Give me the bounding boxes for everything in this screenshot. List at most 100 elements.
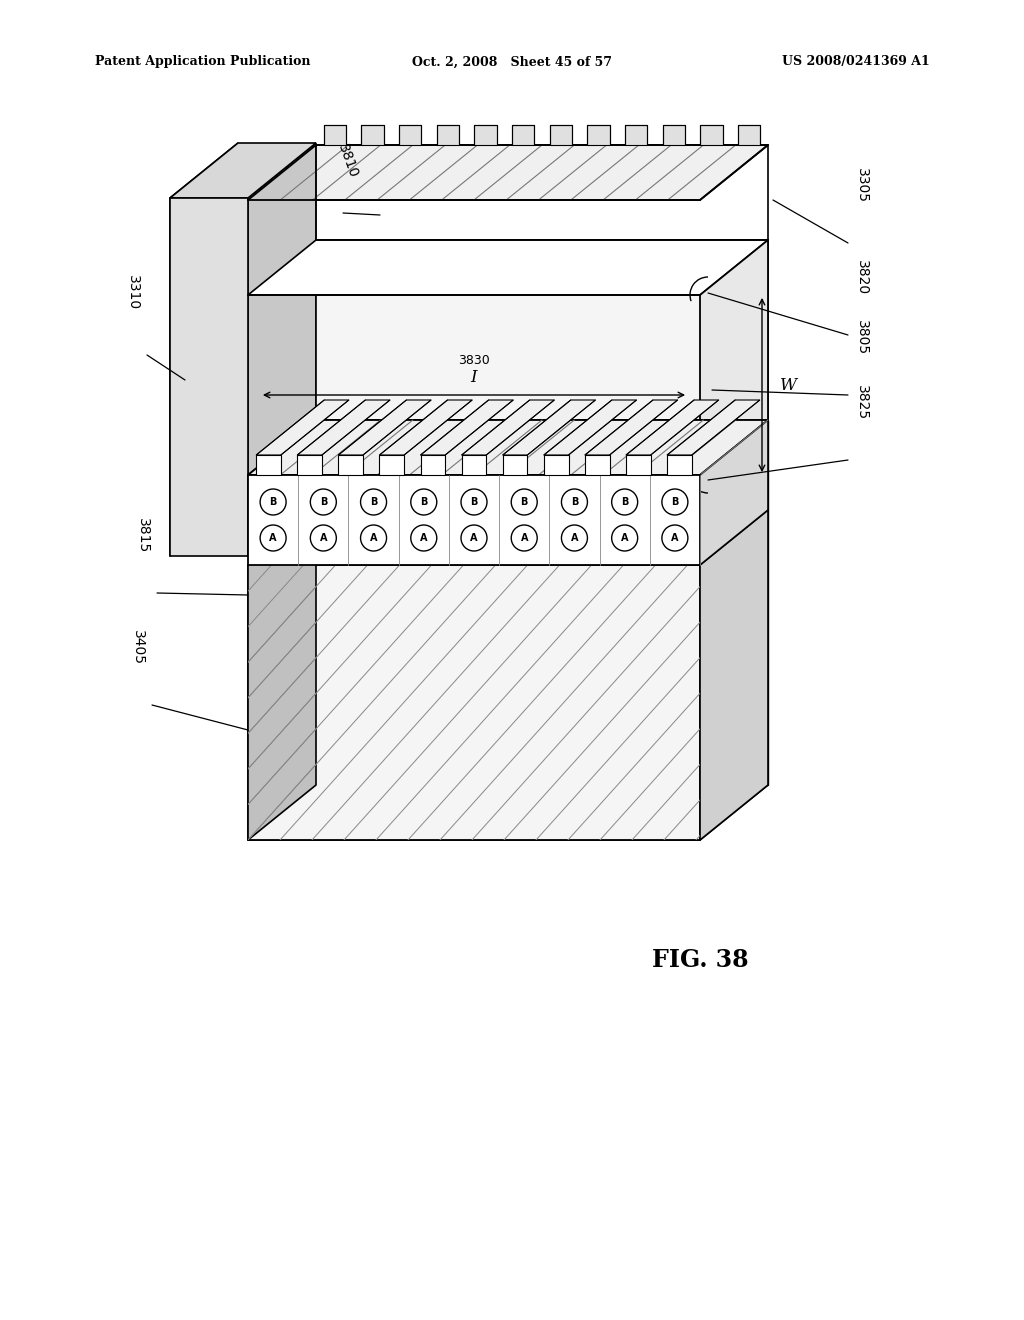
Text: FIG. 38: FIG. 38 xyxy=(651,948,749,972)
Polygon shape xyxy=(550,125,572,145)
Polygon shape xyxy=(544,455,568,475)
Polygon shape xyxy=(380,400,472,455)
Circle shape xyxy=(662,488,688,515)
Text: A: A xyxy=(269,533,276,543)
Text: A: A xyxy=(621,533,629,543)
Text: Oct. 2, 2008   Sheet 45 of 57: Oct. 2, 2008 Sheet 45 of 57 xyxy=(412,55,612,69)
Text: B: B xyxy=(570,498,579,507)
Polygon shape xyxy=(324,125,346,145)
Polygon shape xyxy=(256,400,349,455)
Circle shape xyxy=(511,488,538,515)
Text: 3405: 3405 xyxy=(131,630,145,665)
Polygon shape xyxy=(316,240,768,420)
Circle shape xyxy=(611,488,638,515)
Polygon shape xyxy=(626,400,719,455)
Polygon shape xyxy=(667,455,692,475)
Polygon shape xyxy=(361,125,384,145)
Circle shape xyxy=(511,525,538,550)
Polygon shape xyxy=(738,125,761,145)
Circle shape xyxy=(611,525,638,550)
Text: B: B xyxy=(621,498,629,507)
Polygon shape xyxy=(700,420,768,565)
Polygon shape xyxy=(503,455,527,475)
Circle shape xyxy=(561,525,588,550)
Text: A: A xyxy=(370,533,377,543)
Polygon shape xyxy=(585,400,678,455)
Text: A: A xyxy=(420,533,428,543)
Circle shape xyxy=(461,525,487,550)
Polygon shape xyxy=(248,565,700,840)
Circle shape xyxy=(360,488,386,515)
Polygon shape xyxy=(663,125,685,145)
Polygon shape xyxy=(248,240,768,294)
Polygon shape xyxy=(248,510,316,840)
Text: Patent Application Publication: Patent Application Publication xyxy=(95,55,310,69)
Circle shape xyxy=(662,525,688,550)
Polygon shape xyxy=(170,143,316,198)
Text: 3825: 3825 xyxy=(855,385,869,420)
Polygon shape xyxy=(338,400,431,455)
Text: 3830: 3830 xyxy=(458,354,489,367)
Text: 3815: 3815 xyxy=(136,517,150,553)
Circle shape xyxy=(260,525,286,550)
Polygon shape xyxy=(256,455,281,475)
Text: A: A xyxy=(671,533,679,543)
Text: 3305: 3305 xyxy=(855,168,869,203)
Polygon shape xyxy=(700,510,768,840)
Text: A: A xyxy=(319,533,327,543)
Text: 3310: 3310 xyxy=(126,275,140,310)
Polygon shape xyxy=(462,455,486,475)
Polygon shape xyxy=(248,240,768,294)
Polygon shape xyxy=(700,240,768,475)
Circle shape xyxy=(360,525,386,550)
Text: A: A xyxy=(470,533,478,543)
Text: B: B xyxy=(269,498,276,507)
Text: 3805: 3805 xyxy=(855,319,869,355)
Text: B: B xyxy=(370,498,377,507)
Polygon shape xyxy=(421,400,513,455)
Polygon shape xyxy=(474,125,497,145)
Text: B: B xyxy=(671,498,679,507)
Circle shape xyxy=(461,488,487,515)
Polygon shape xyxy=(512,125,535,145)
Text: US 2008/0241369 A1: US 2008/0241369 A1 xyxy=(782,55,930,69)
Text: W: W xyxy=(780,376,797,393)
Circle shape xyxy=(310,525,336,550)
Circle shape xyxy=(310,488,336,515)
Text: B: B xyxy=(520,498,528,507)
Polygon shape xyxy=(170,198,248,556)
Text: 3820: 3820 xyxy=(855,260,869,294)
Polygon shape xyxy=(248,785,768,840)
Polygon shape xyxy=(700,125,723,145)
Circle shape xyxy=(411,488,437,515)
Polygon shape xyxy=(316,420,768,785)
Polygon shape xyxy=(585,455,609,475)
Polygon shape xyxy=(248,475,700,565)
Polygon shape xyxy=(421,455,445,475)
Text: B: B xyxy=(470,498,477,507)
Polygon shape xyxy=(667,400,760,455)
Polygon shape xyxy=(399,125,422,145)
Polygon shape xyxy=(170,143,238,556)
Polygon shape xyxy=(248,145,768,201)
Text: I: I xyxy=(471,368,477,385)
Polygon shape xyxy=(462,400,554,455)
Circle shape xyxy=(411,525,437,550)
Polygon shape xyxy=(587,125,610,145)
Polygon shape xyxy=(338,455,364,475)
Circle shape xyxy=(561,488,588,515)
Polygon shape xyxy=(625,125,647,145)
Polygon shape xyxy=(248,420,768,475)
Polygon shape xyxy=(626,455,650,475)
Polygon shape xyxy=(380,455,404,475)
Polygon shape xyxy=(436,125,459,145)
Polygon shape xyxy=(297,455,322,475)
Polygon shape xyxy=(503,400,595,455)
Text: B: B xyxy=(319,498,327,507)
Circle shape xyxy=(260,488,286,515)
Polygon shape xyxy=(544,400,637,455)
Text: A: A xyxy=(520,533,528,543)
Text: 3810: 3810 xyxy=(335,143,360,180)
Polygon shape xyxy=(297,400,390,455)
Polygon shape xyxy=(248,143,316,556)
